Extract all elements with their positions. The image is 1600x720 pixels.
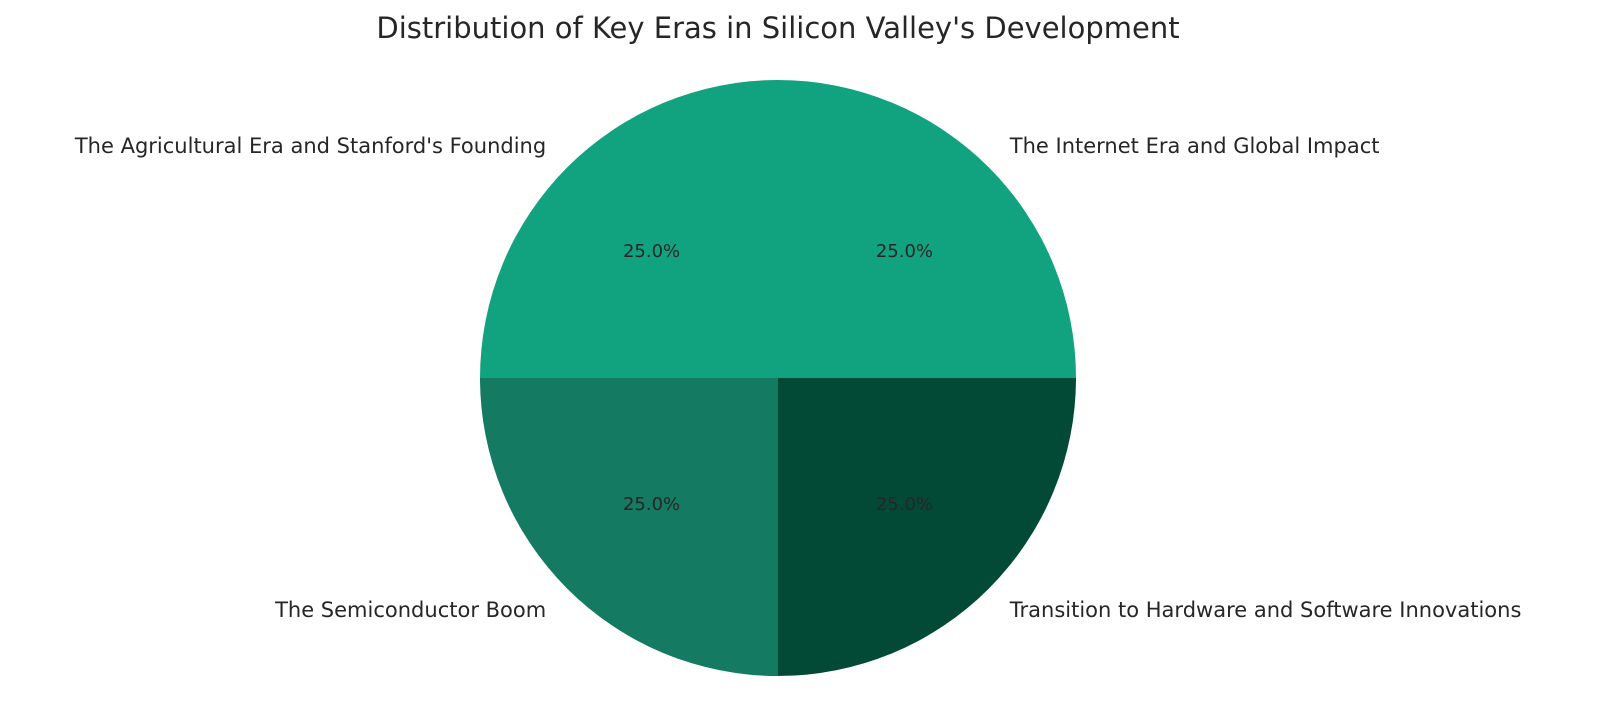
percent-labels: 25.0% 25.0% 25.0% 25.0% — [623, 241, 933, 515]
pie-slices — [480, 80, 1076, 676]
slice-percent-label: 25.0% — [876, 241, 933, 262]
pie-slice — [778, 378, 1076, 676]
slice-label: The Semiconductor Boom — [274, 598, 546, 622]
pie-slice — [778, 80, 1076, 378]
slice-percent-label: 25.0% — [623, 241, 680, 262]
slice-percent-label: 25.0% — [623, 494, 680, 515]
slice-percent-label: 25.0% — [876, 494, 933, 515]
chart-title: Distribution of Key Eras in Silicon Vall… — [376, 11, 1179, 45]
slice-label: The Agricultural Era and Stanford's Foun… — [74, 134, 546, 158]
slice-labels: The Agricultural Era and Stanford's Foun… — [74, 134, 1522, 622]
slice-label: Transition to Hardware and Software Inno… — [1009, 598, 1522, 622]
pie-slice — [480, 80, 778, 378]
pie-slice — [480, 378, 778, 676]
slice-label: The Internet Era and Global Impact — [1009, 134, 1380, 158]
